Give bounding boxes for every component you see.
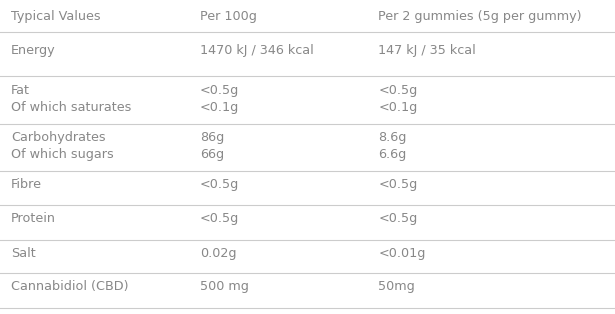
Text: Energy: Energy xyxy=(11,44,56,57)
Text: <0.5g: <0.5g xyxy=(378,84,418,97)
Text: <0.01g: <0.01g xyxy=(378,247,426,260)
Text: Typical Values: Typical Values xyxy=(11,10,101,23)
Text: 8.6g: 8.6g xyxy=(378,131,407,144)
Text: 6.6g: 6.6g xyxy=(378,148,407,161)
Text: <0.5g: <0.5g xyxy=(200,212,239,225)
Text: <0.5g: <0.5g xyxy=(378,178,418,191)
Text: Protein: Protein xyxy=(11,212,56,225)
Text: <0.5g: <0.5g xyxy=(200,178,239,191)
Text: 66g: 66g xyxy=(200,148,224,161)
Text: Of which saturates: Of which saturates xyxy=(11,101,132,114)
Text: <0.5g: <0.5g xyxy=(378,212,418,225)
Text: Carbohydrates: Carbohydrates xyxy=(11,131,106,144)
Text: 1470 kJ / 346 kcal: 1470 kJ / 346 kcal xyxy=(200,44,314,57)
Text: <0.5g: <0.5g xyxy=(200,84,239,97)
Text: 0.02g: 0.02g xyxy=(200,247,236,260)
Text: Per 2 gummies (5g per gummy): Per 2 gummies (5g per gummy) xyxy=(378,10,582,23)
Text: 50mg: 50mg xyxy=(378,280,415,293)
Text: <0.1g: <0.1g xyxy=(200,101,239,114)
Text: Salt: Salt xyxy=(11,247,36,260)
Text: Cannabidiol (CBD): Cannabidiol (CBD) xyxy=(11,280,129,293)
Text: 500 mg: 500 mg xyxy=(200,280,248,293)
Text: Fibre: Fibre xyxy=(11,178,42,191)
Text: <0.1g: <0.1g xyxy=(378,101,418,114)
Text: Fat: Fat xyxy=(11,84,30,97)
Text: 86g: 86g xyxy=(200,131,224,144)
Text: 147 kJ / 35 kcal: 147 kJ / 35 kcal xyxy=(378,44,476,57)
Text: Of which sugars: Of which sugars xyxy=(11,148,114,161)
Text: Per 100g: Per 100g xyxy=(200,10,256,23)
